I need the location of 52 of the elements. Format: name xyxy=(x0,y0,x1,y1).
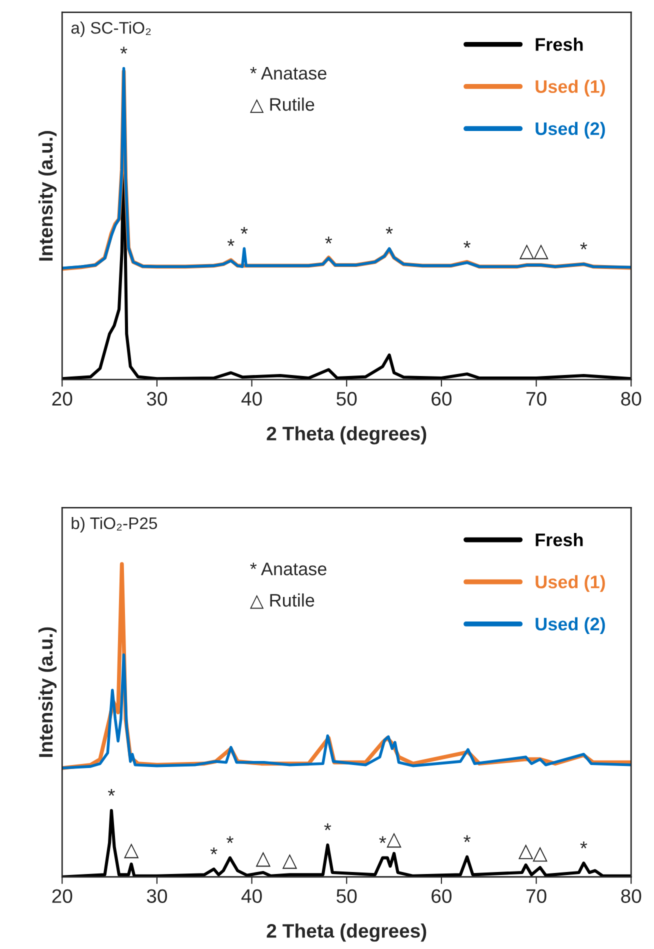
annotation: * Anatase xyxy=(250,562,326,576)
annotation: * xyxy=(120,46,128,54)
x-tick-label: 60 xyxy=(432,889,452,903)
x-tick-label: 50 xyxy=(336,392,357,406)
chart-title: b) TiO₂-P25 xyxy=(72,516,158,532)
x-tick-label: 80 xyxy=(621,392,642,406)
y-axis-title: Intensity (a.u.) xyxy=(38,627,57,757)
legend-label: Used (1) xyxy=(536,80,605,97)
annotation: * xyxy=(464,240,471,248)
x-tick-label: 30 xyxy=(146,889,168,903)
annotation: △ xyxy=(518,844,534,860)
annotation: △ xyxy=(256,852,271,867)
chart-title: a) SC-TiO₂ xyxy=(71,22,151,38)
x-tick-label: 80 xyxy=(621,889,642,903)
annotation: △ xyxy=(534,244,548,260)
x-tick-label: 70 xyxy=(526,889,546,903)
annotation: * xyxy=(464,835,471,842)
annotation: * xyxy=(386,226,393,234)
annotation: * xyxy=(240,226,248,234)
annotation: △ xyxy=(124,843,139,858)
annotation: * xyxy=(580,842,588,848)
x-tick-label: 40 xyxy=(241,392,262,406)
annotation: △ xyxy=(386,832,402,848)
annotation: * xyxy=(226,836,234,844)
legend-label: Used (1) xyxy=(536,575,605,592)
x-axis-title: 2 Theta (degrees) xyxy=(266,923,426,942)
legend-label: Used (2) xyxy=(536,122,605,139)
annotation: △ xyxy=(532,846,548,862)
annotation: △ xyxy=(519,244,534,260)
x-tick-label: 70 xyxy=(526,392,546,406)
annotation: △ Rutile xyxy=(250,593,314,609)
y-axis-title: Intensity (a.u.) xyxy=(38,131,57,261)
x-tick-label: 60 xyxy=(432,392,452,406)
annotation: * Anatase xyxy=(250,67,326,80)
x-tick-label: 20 xyxy=(52,392,72,406)
annotation: * xyxy=(324,823,332,830)
annotation: * xyxy=(210,847,218,854)
x-tick-label: 20 xyxy=(52,889,72,903)
legend-label: Used (2) xyxy=(536,617,605,634)
legend-label: Fresh xyxy=(536,38,583,51)
annotation: * xyxy=(379,836,386,844)
annotation: △ xyxy=(282,854,298,869)
annotation: * xyxy=(325,236,332,244)
annotation: * xyxy=(108,788,115,796)
x-tick-label: 40 xyxy=(241,889,262,903)
x-axis-title: 2 Theta (degrees) xyxy=(266,426,426,444)
legend-label: Fresh xyxy=(536,532,583,546)
x-tick-label: 30 xyxy=(146,392,168,406)
annotation: * xyxy=(580,242,588,250)
x-tick-label: 50 xyxy=(336,889,357,903)
annotation: △ Rutile xyxy=(250,98,314,113)
annotation: * xyxy=(227,239,234,246)
